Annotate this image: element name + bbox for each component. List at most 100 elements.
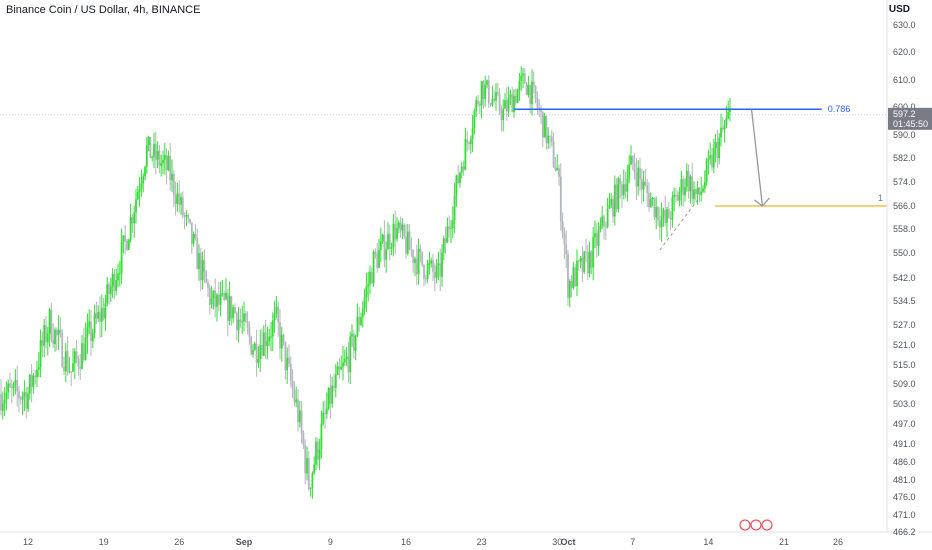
candle-body <box>498 93 501 112</box>
candle-body <box>532 81 535 86</box>
candle-body <box>446 226 449 243</box>
candle-body <box>63 367 65 372</box>
candle-body <box>469 139 472 145</box>
price-tick: 515.0 <box>893 360 916 370</box>
candle-body <box>163 155 166 160</box>
candle-body <box>169 155 172 181</box>
flag-icon[interactable] <box>761 519 773 531</box>
candle-body <box>131 217 134 224</box>
candle-body <box>626 178 629 192</box>
candle-body <box>531 81 533 105</box>
candle-body <box>725 118 728 126</box>
candle-body <box>138 189 141 193</box>
candle-body <box>457 175 460 184</box>
price-tick: 620.0 <box>893 47 916 57</box>
candle-body <box>574 267 577 287</box>
candle-body <box>284 341 287 371</box>
flash-icon[interactable] <box>739 519 751 531</box>
candle-body <box>46 333 49 343</box>
candle-body <box>397 222 400 228</box>
candle-body <box>201 260 204 281</box>
candle-body <box>552 141 555 167</box>
candle-body <box>585 251 587 253</box>
candle-body <box>36 369 38 378</box>
candle-body <box>320 423 323 450</box>
candle-body <box>559 176 562 222</box>
candle-body <box>617 178 620 210</box>
candle-body <box>226 292 229 321</box>
time-tick: 19 <box>99 537 109 547</box>
price-tick: 497.0 <box>893 419 916 429</box>
candle-body <box>228 296 231 321</box>
candle-body <box>698 187 701 196</box>
candle-body <box>293 389 296 403</box>
candle-body <box>387 233 389 250</box>
candle-body <box>567 254 569 298</box>
candle-body <box>689 176 692 192</box>
candle-body <box>534 85 537 99</box>
candle-body <box>21 396 24 400</box>
candle-body <box>577 260 580 262</box>
candle-body <box>48 309 51 334</box>
candle-body <box>113 273 116 292</box>
candle-body <box>244 313 247 322</box>
bar-countdown: 01:45:50 <box>893 119 928 129</box>
currency-label[interactable]: USD <box>888 4 910 15</box>
candle-body <box>81 343 83 369</box>
candle-body <box>471 128 474 140</box>
candle-body <box>64 351 67 372</box>
candle-body <box>243 313 245 322</box>
last-price-label: 597.201:45:50 <box>888 107 932 130</box>
candle-body <box>676 195 679 201</box>
price-tick: 503.0 <box>893 399 916 409</box>
candle-body <box>250 336 253 355</box>
candle-body <box>329 387 332 404</box>
flag-icon[interactable] <box>750 519 762 531</box>
candle-body <box>149 136 152 159</box>
candle-body <box>561 221 564 234</box>
projection-arrow[interactable] <box>750 109 764 207</box>
candle-body <box>225 292 227 300</box>
candle-body <box>412 250 415 264</box>
candle-body <box>428 263 431 265</box>
candle-body <box>673 194 676 198</box>
candle-body <box>208 287 211 305</box>
candle-body <box>507 97 510 112</box>
candle-body <box>279 322 281 349</box>
candle-body <box>235 312 238 331</box>
candle-body <box>358 316 361 325</box>
candle-body <box>99 311 101 322</box>
candle-body <box>39 340 42 368</box>
candle-body <box>178 193 181 205</box>
candle-body <box>401 224 404 231</box>
time-tick: 16 <box>401 537 411 547</box>
candle-body <box>0 394 2 411</box>
candle-body <box>414 258 416 264</box>
symbol-title[interactable]: Binance Coin / US Dollar, 4h, BINANCE <box>6 4 201 16</box>
trend-line[interactable] <box>659 199 698 251</box>
candle-body <box>576 260 578 287</box>
candle-body <box>613 184 616 217</box>
candle-body <box>536 98 539 108</box>
candle-body <box>399 222 402 231</box>
time-tick: 9 <box>328 537 333 547</box>
candle-body <box>72 363 74 372</box>
candle-body <box>156 150 159 160</box>
candle-body <box>588 251 591 274</box>
candle-body <box>406 231 409 254</box>
time-tick: 23 <box>477 537 487 547</box>
candle-body <box>45 325 47 343</box>
candle-body <box>196 238 199 270</box>
candles <box>0 66 731 499</box>
timeline-icons[interactable] <box>739 519 773 531</box>
candle-body <box>527 85 530 95</box>
drawings[interactable]: 0.786 1 <box>0 104 887 251</box>
candle-body <box>590 251 593 268</box>
candle-body <box>309 488 312 490</box>
price-axis[interactable]: 630.0 620.0 610.0 600.0 590.0 582.0 574.0 566.0… <box>893 20 916 537</box>
candle-body <box>426 263 429 279</box>
candle-body <box>298 410 301 423</box>
candle-body <box>595 233 598 247</box>
